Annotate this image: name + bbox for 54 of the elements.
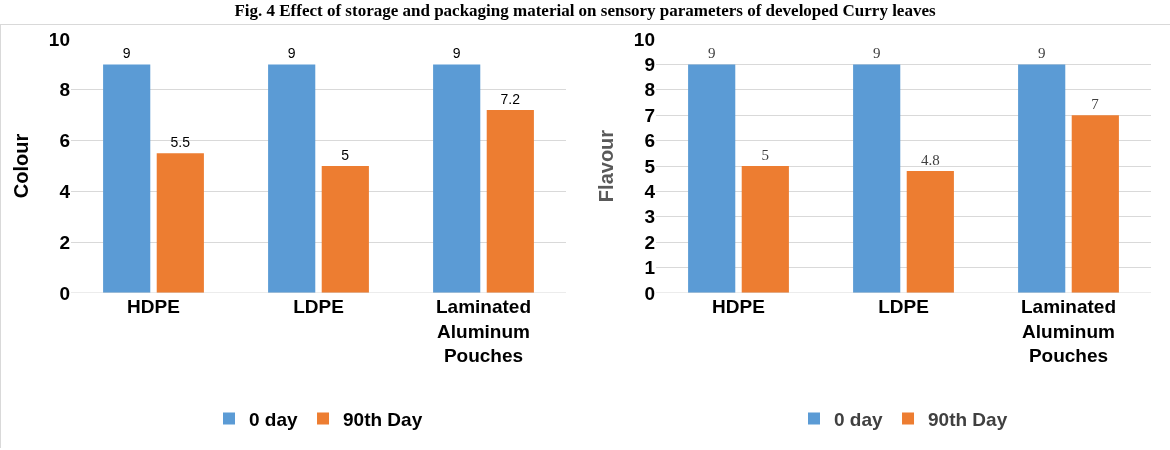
y-tick-label: 2: [59, 231, 70, 253]
x-tick-label: Laminated Aluminum Pouches: [435, 296, 532, 367]
y-tick-label: 1: [644, 257, 656, 279]
bar: [853, 64, 901, 293]
y-tick-label: 10: [48, 28, 70, 50]
data-label: 5.5: [170, 134, 191, 151]
legend-label: 90th Day: [343, 408, 423, 430]
y-tick-label: 4: [59, 181, 71, 203]
legend-label: 90th Day: [928, 408, 1008, 430]
bar: [433, 64, 481, 293]
bar: [321, 166, 369, 293]
bar: [268, 64, 316, 293]
bar: [103, 64, 151, 293]
bar: [1071, 115, 1119, 293]
x-tick-label: Laminated Aluminum Pouches: [1020, 296, 1117, 367]
x-tick-label: LDPE: [878, 296, 929, 317]
data-label: 9: [1037, 45, 1046, 62]
bar: [688, 64, 736, 293]
data-label: 5: [341, 147, 350, 163]
bar: [906, 171, 954, 293]
x-tick-label: HDPE: [127, 296, 180, 317]
bar: [741, 166, 789, 293]
y-tick-label: 0: [59, 282, 70, 304]
y-axis-title: Flavour: [595, 129, 618, 203]
bar: [156, 153, 204, 293]
data-label: 5: [761, 147, 770, 163]
y-tick-label: 6: [644, 130, 655, 152]
data-label: 9: [872, 45, 881, 62]
y-tick-label: 0: [644, 282, 655, 304]
data-label: 9: [287, 45, 296, 62]
y-tick-label: 8: [59, 79, 70, 101]
y-tick-label: 3: [644, 206, 655, 228]
y-tick-label: 5: [644, 155, 656, 177]
chart-title: Fig. 4 Effect of storage and packaging material on sensory parameters of developed Curry leaves: [233, 0, 937, 22]
x-tick-label: HDPE: [712, 296, 765, 317]
data-label: 9: [707, 45, 716, 62]
data-label: 4.8: [920, 152, 940, 169]
y-tick-label: 10: [633, 28, 655, 50]
y-tick-label: 6: [59, 130, 70, 152]
y-tick-label: 4: [644, 181, 656, 203]
bar: [486, 110, 534, 293]
bar: [1018, 64, 1066, 293]
legend-label: 0 day: [834, 408, 884, 430]
x-tick-label: LDPE: [293, 296, 344, 317]
legend-label: 0 day: [249, 408, 299, 430]
y-tick-label: 2: [644, 231, 655, 253]
y-tick-label: 8: [644, 79, 655, 101]
data-label: 9: [122, 45, 131, 62]
y-tick-label: 9: [644, 54, 655, 76]
data-label: 7: [1091, 96, 1100, 113]
data-label: 7.2: [500, 91, 521, 108]
y-axis-title: Colour: [10, 133, 33, 199]
data-label: 9: [452, 45, 461, 62]
y-tick-label: 7: [644, 104, 655, 126]
